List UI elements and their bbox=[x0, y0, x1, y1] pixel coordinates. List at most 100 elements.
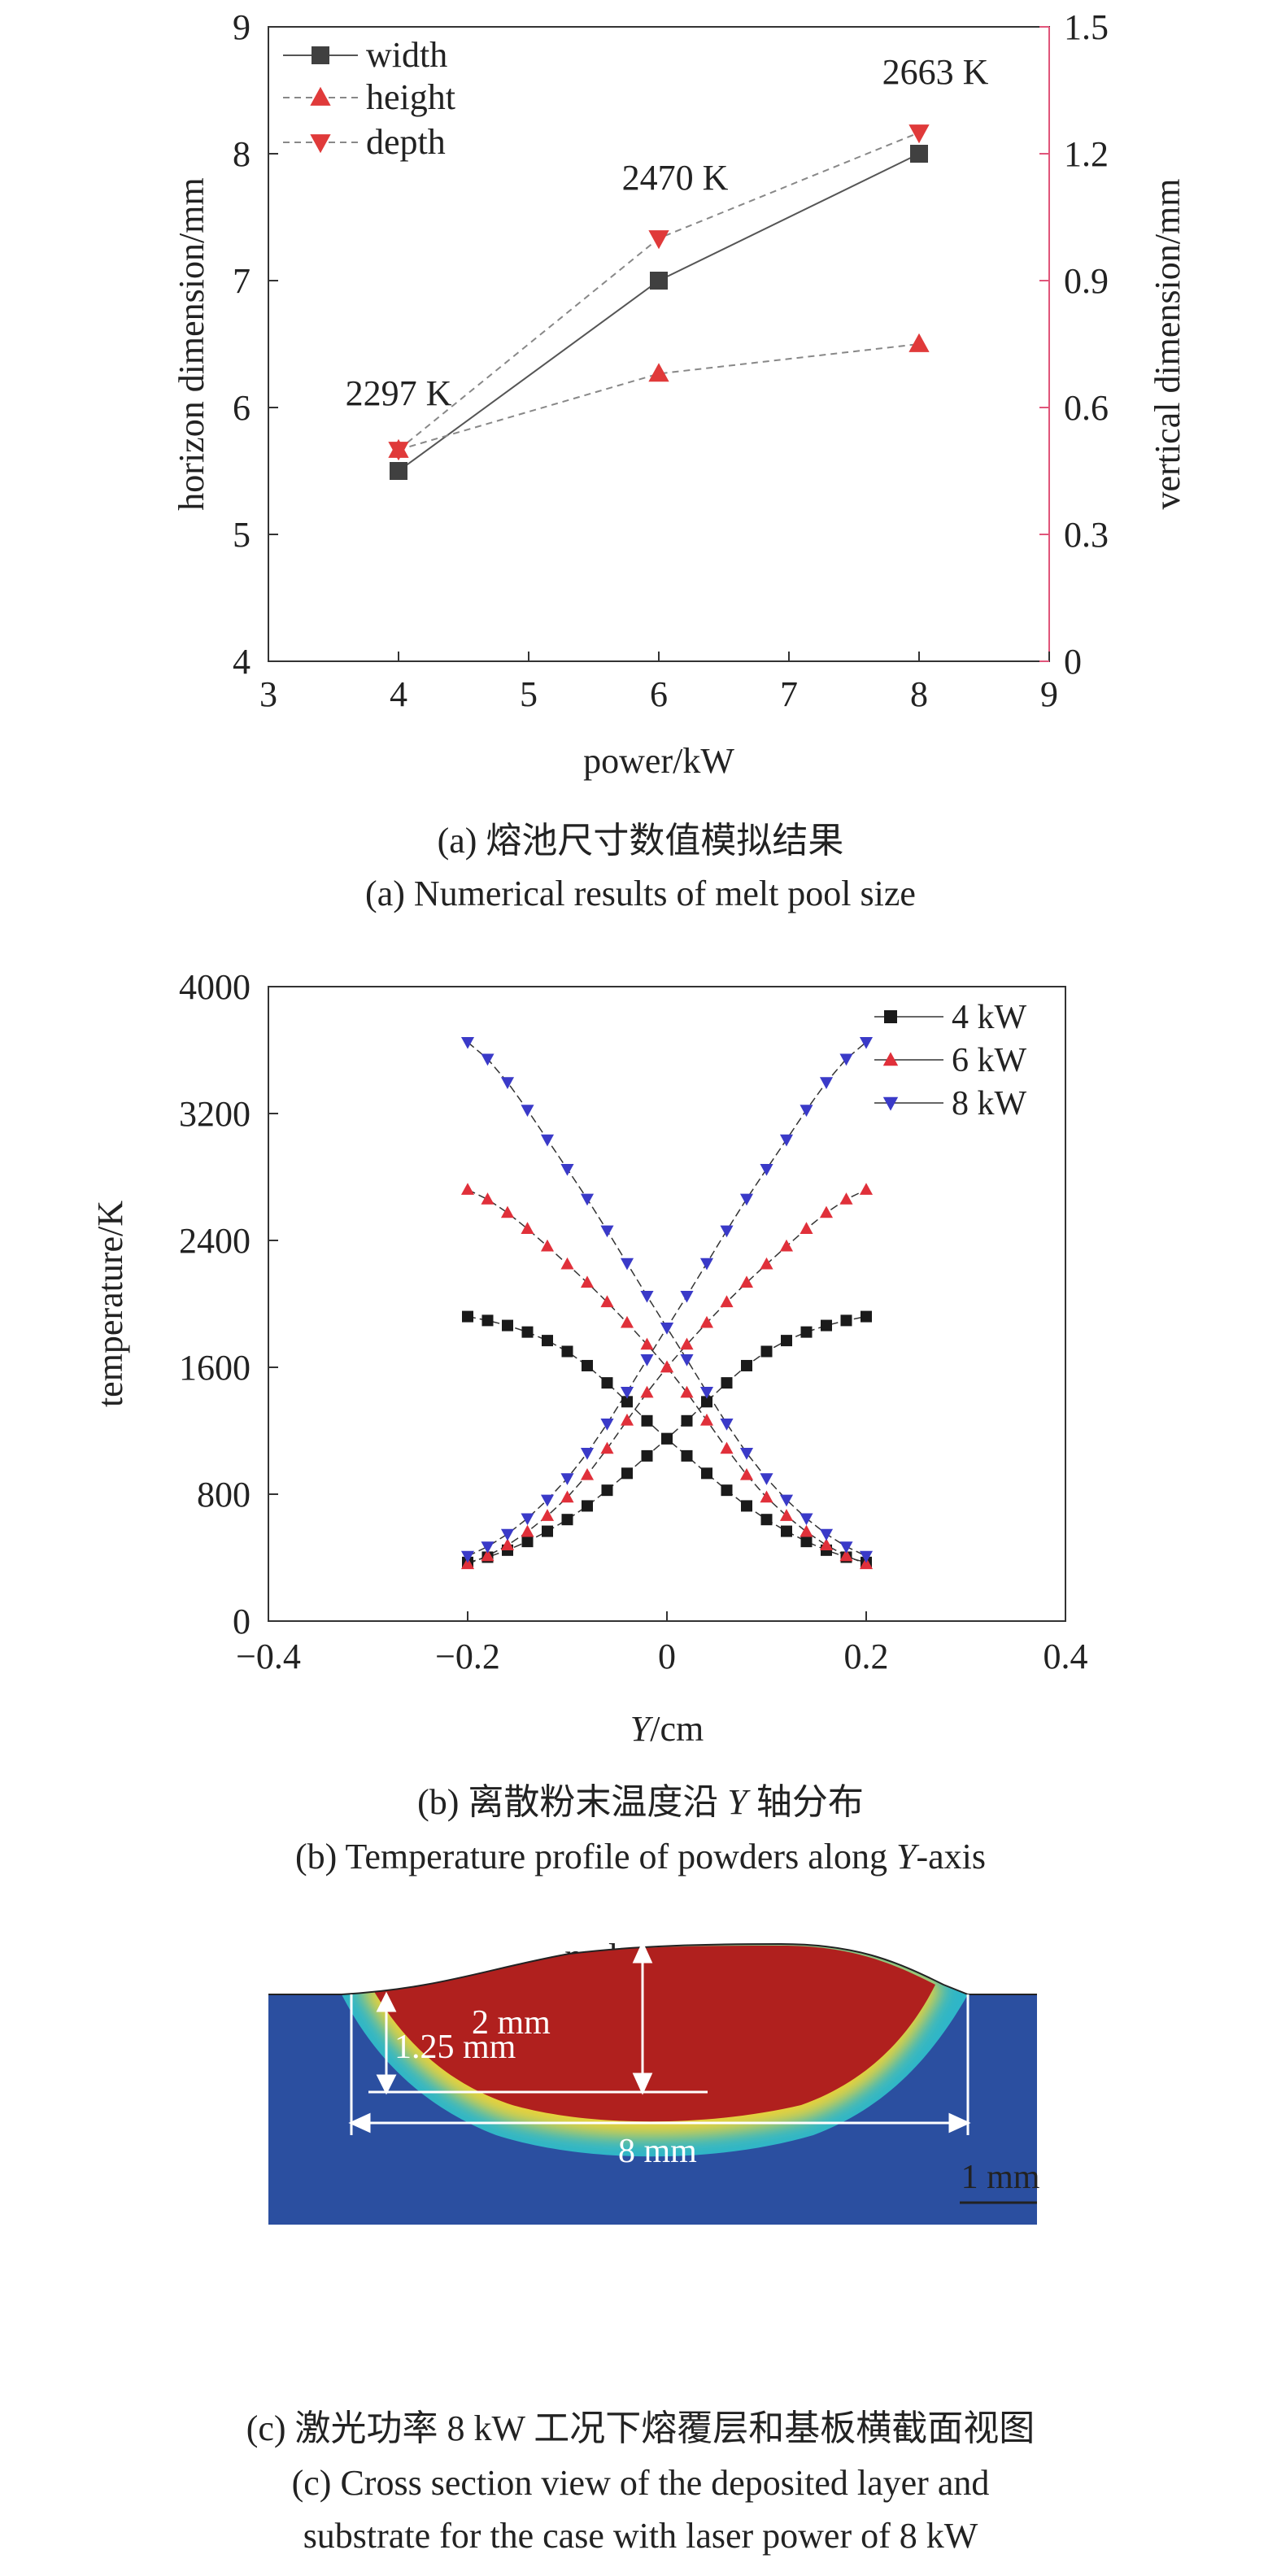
chart-b-point bbox=[481, 1314, 494, 1327]
chart-b-legend-label: 4 kW bbox=[952, 999, 1027, 1036]
chart-a-y-axis-label: horizon dimension/mm bbox=[172, 177, 211, 510]
chart-b-x-tick-label: 0.4 bbox=[1044, 1637, 1088, 1676]
chart-b-point bbox=[859, 1550, 874, 1563]
chart-b-plot-frame bbox=[268, 986, 1066, 1622]
chart-b-point bbox=[540, 1509, 555, 1521]
chart-b-point bbox=[560, 1473, 574, 1485]
chart-b-x-tick-label: 0 bbox=[658, 1637, 676, 1676]
chart-b-point bbox=[601, 1377, 613, 1389]
chart-b-point bbox=[500, 1538, 515, 1550]
chart-b-point bbox=[739, 1275, 754, 1288]
chart-a-x-tick-label: 6 bbox=[650, 674, 668, 714]
chart-a-point-depth bbox=[908, 124, 930, 144]
chart-b-point bbox=[861, 1310, 872, 1323]
chart-b-point bbox=[739, 1448, 754, 1460]
chart-a-point-depth bbox=[388, 442, 409, 461]
chart-b-point bbox=[741, 1359, 752, 1371]
chart-b-point bbox=[699, 1257, 714, 1271]
chart-b-point bbox=[580, 1467, 595, 1480]
chart-b-legend-marker bbox=[882, 1052, 899, 1066]
chart-a-series-line-height bbox=[398, 343, 920, 451]
chart-b-point bbox=[460, 1557, 475, 1570]
caption-a-en: (a) Numerical results of melt pool size bbox=[365, 874, 916, 913]
chart-b-point bbox=[779, 1134, 794, 1147]
chart-b-point bbox=[641, 1449, 653, 1462]
chart-a-x-tick-label: 3 bbox=[259, 674, 277, 714]
chart-b-point bbox=[781, 1335, 792, 1347]
chart-b-point bbox=[502, 1319, 513, 1332]
chart-a-x-tick-label: 8 bbox=[910, 674, 928, 714]
chart-b-point bbox=[800, 1513, 813, 1526]
chart-b-x-tick-label: 0.2 bbox=[844, 1637, 889, 1676]
chart-b-point bbox=[660, 1360, 674, 1373]
chart-a-legend-label-width: width bbox=[366, 35, 447, 75]
chart-a-legend-marker bbox=[310, 86, 331, 106]
chart-b-series-line bbox=[467, 1041, 867, 1557]
chart-b-y-tick-label: 3200 bbox=[179, 1094, 251, 1134]
chart-a-point-depth bbox=[648, 230, 669, 250]
chart-a-point-width bbox=[910, 145, 928, 163]
chart-b-point bbox=[800, 1105, 813, 1117]
chart-a-legend-marker bbox=[310, 134, 331, 154]
chart-b-point bbox=[720, 1441, 734, 1454]
chart-b-point bbox=[560, 1163, 574, 1176]
chart-b-point bbox=[819, 1528, 834, 1541]
chart-b-point bbox=[741, 1500, 752, 1512]
chart-b-point bbox=[641, 1414, 653, 1427]
chart-b-point bbox=[481, 1549, 495, 1562]
chart-b-point bbox=[800, 1524, 813, 1537]
chart-b-point bbox=[760, 1514, 773, 1526]
chart-b-point bbox=[859, 1557, 874, 1570]
dimension-lines bbox=[348, 1941, 971, 2135]
chart-b-point bbox=[561, 1345, 573, 1358]
chart-b-point bbox=[779, 1509, 794, 1521]
chart-b-series-line bbox=[467, 1188, 867, 1565]
chart-b-point bbox=[580, 1448, 595, 1460]
chart-b-point bbox=[620, 1387, 634, 1399]
chart-b-point bbox=[839, 1053, 853, 1066]
chart-b-point bbox=[721, 1377, 733, 1389]
chart-b-point bbox=[542, 1335, 553, 1347]
chart-b-point bbox=[681, 1449, 693, 1462]
chart-b-point bbox=[640, 1337, 654, 1350]
chart-b-series-line bbox=[467, 1188, 867, 1565]
chart-b-point bbox=[699, 1387, 714, 1399]
chart-a-y2-tick-label: 0.9 bbox=[1064, 261, 1109, 301]
chart-b-point bbox=[481, 1053, 495, 1066]
chart-b-point bbox=[601, 1484, 613, 1497]
chart-a-y-tick-label: 5 bbox=[233, 515, 251, 555]
chart-b-point bbox=[840, 1314, 852, 1327]
chart-b-point bbox=[779, 1494, 794, 1507]
chart-b-point bbox=[620, 1413, 634, 1426]
chart-a-point-height bbox=[648, 363, 669, 382]
chart-a-y-tick-label: 9 bbox=[233, 7, 251, 47]
chart-b-point bbox=[779, 1239, 794, 1252]
chart-b-x-axis-label: Y/cm bbox=[630, 1709, 704, 1749]
chart-b-point bbox=[561, 1514, 573, 1526]
chart-b-legend-marker bbox=[884, 1010, 897, 1023]
chart-b-point bbox=[620, 1315, 634, 1328]
chart-b-point bbox=[859, 1036, 874, 1049]
chart-b-point bbox=[560, 1490, 574, 1503]
chart-b-point bbox=[621, 1396, 633, 1408]
chart-b-point bbox=[600, 1295, 614, 1308]
chart-b-point bbox=[720, 1295, 734, 1308]
chart-b-point bbox=[521, 1222, 534, 1234]
caption-c-en-2: substrate for the case with laser power … bbox=[303, 2516, 978, 2556]
chart-b-point bbox=[699, 1315, 714, 1328]
chart-b-point bbox=[760, 1163, 773, 1176]
chart-b-point bbox=[582, 1359, 593, 1371]
chart-b-point bbox=[839, 1549, 853, 1562]
chart-b-point bbox=[540, 1134, 555, 1147]
chart-a-point-height bbox=[908, 333, 930, 352]
chart-a-point-width bbox=[390, 462, 407, 480]
chart-a-y-tick-label: 7 bbox=[233, 261, 251, 301]
chart-b-point bbox=[481, 1192, 495, 1205]
chart-a-x-tick-label: 9 bbox=[1040, 674, 1058, 714]
chart-b-point bbox=[521, 1524, 534, 1537]
chart-b-point bbox=[800, 1222, 813, 1234]
chart-a-legend-label-depth: depth bbox=[366, 122, 446, 162]
chart-a-x-axis-label: power/kW bbox=[583, 741, 734, 781]
chart-b-y-tick-label: 2400 bbox=[179, 1221, 251, 1261]
